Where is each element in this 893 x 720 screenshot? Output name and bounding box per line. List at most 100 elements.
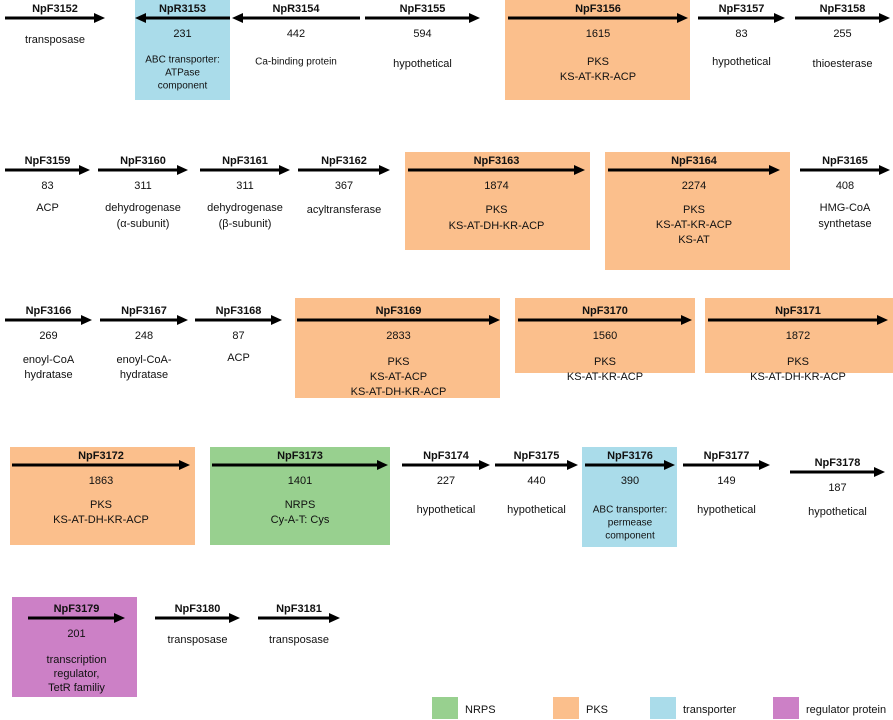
gene-name: NpF3169 [376,305,422,317]
gene-function: Ca-binding protein [255,57,337,68]
gene-name: NpF3165 [822,155,868,167]
gene-function: KS-AT-KR-ACP [656,219,732,231]
gene-function: PKS [387,356,409,368]
gene-length: 87 [232,330,244,342]
legend-swatch [553,697,579,719]
gene-highlight [210,447,390,545]
gene-length: 2274 [682,180,706,192]
gene-function: Cy-A-T: Cys [271,514,330,526]
gene: NpF3170 1560 PKS KS-AT-KR-ACP [515,298,695,383]
gene-function: component [605,531,655,542]
gene-function: HMG-CoA [820,202,871,214]
arrow-head [489,315,500,325]
gene-length: 187 [828,482,846,494]
arrow-head [769,165,780,175]
gene-function: PKS [485,204,507,216]
gene-name: NpF3180 [175,603,221,615]
gene: NpF3155 594 hypothetical [365,3,480,70]
gene: NpF3178 187 hypothetical [790,457,885,518]
gene: NpF3180 transposase [155,603,240,646]
gene-name: NpF3161 [222,155,268,167]
gene-function: enoyl-CoA- [116,354,171,366]
legend-label: transporter [683,704,737,716]
arrow-head [271,315,282,325]
gene-name: NpR3153 [159,3,206,15]
gene: NpR3153 231 ABC transporter: ATPase componen… [135,0,230,100]
gene: NpR3154 442 Ca-binding protein [232,3,360,68]
gene: NpF3157 83 hypothetical [698,3,785,68]
gene-name: NpF3168 [216,305,262,317]
gene-highlight [505,0,690,100]
arrow-head [81,315,92,325]
gene-highlight [515,298,695,373]
arrow-head [567,460,578,470]
gene-function: PKS [587,56,609,68]
gene-length: 440 [527,475,545,487]
gene-function: transcription [47,654,107,666]
gene: NpF3174 227 hypothetical [402,450,490,516]
arrow-head [377,460,388,470]
gene-name: NpF3179 [54,603,100,615]
gene-name: NpF3174 [423,450,470,462]
gene: NpF3159 83 ACP [5,155,90,214]
gene-name: NpF3167 [121,305,167,317]
gene-name: NpF3155 [400,3,446,15]
legend-label: regulator protein [806,704,886,716]
gene-length: 1872 [786,330,810,342]
legend-swatch [773,697,799,719]
gene-name: NpF3158 [820,3,866,15]
gene-length: 1560 [593,330,617,342]
gene-name: NpF3178 [815,457,861,469]
gene-length: 1401 [288,475,312,487]
gene-length: 367 [335,180,353,192]
arrow-head [279,165,290,175]
gene: NpF3171 1872 PKS KS-AT-DH-KR-ACP [705,298,893,383]
arrow-head [79,165,90,175]
gene-function: hypothetical [712,56,771,68]
arrow-head [177,315,188,325]
gene-name: NpF3172 [78,450,124,462]
gene-function: (β-subunit) [219,218,272,230]
gene-name: NpF3166 [26,305,72,317]
arrow-head [681,315,692,325]
gene-length: 311 [134,180,152,192]
gene-name: NpF3160 [120,155,166,167]
gene-function: KS-AT [678,234,710,246]
gene-length: 1874 [484,180,508,192]
arrow-head [179,460,190,470]
gene-function: ABC transporter: [593,505,667,516]
gene-function: KS-AT-KR-ACP [567,371,643,383]
gene-function: hypothetical [393,58,452,70]
gene-name: NpF3162 [321,155,367,167]
gene: NpF3165 408 HMG-CoA synthetase [800,155,890,230]
gene-function: hypothetical [507,504,566,516]
gene-name: NpF3181 [276,603,322,615]
arrow-head [877,315,888,325]
arrow-head [664,460,675,470]
arrow-head [774,13,785,23]
gene: NpF3173 1401 NRPS Cy-A-T: Cys [210,447,390,545]
arrow-head [879,165,890,175]
gene: NpF3179 201 transcription regulator, TetR fa… [12,597,137,697]
arrow-head [677,13,688,23]
gene: NpF3160 311 dehydrogenase (α-subunit) [98,155,188,230]
arrow-head [94,13,105,23]
gene-name: NpF3173 [277,450,323,462]
gene-function: dehydrogenase [207,202,283,214]
arrow-head [177,165,188,175]
gene-function: KS-AT-DH-KR-ACP [750,371,846,383]
gene-function: KS-AT-DH-KR-ACP [449,220,545,232]
gene-name: NpF3164 [671,155,718,167]
gene: NpF3177 149 hypothetical [683,450,770,516]
arrow-head [469,13,480,23]
legend-swatch [432,697,458,719]
gene: NpF3163 1874 PKS KS-AT-DH-KR-ACP [405,152,590,250]
gene-function: KS-AT-KR-ACP [560,71,636,83]
gene-length: 1863 [89,475,113,487]
gene-function: PKS [594,356,616,368]
gene-name: NpF3163 [474,155,520,167]
gene-highlight [12,597,137,697]
gene-length: 2833 [386,330,410,342]
